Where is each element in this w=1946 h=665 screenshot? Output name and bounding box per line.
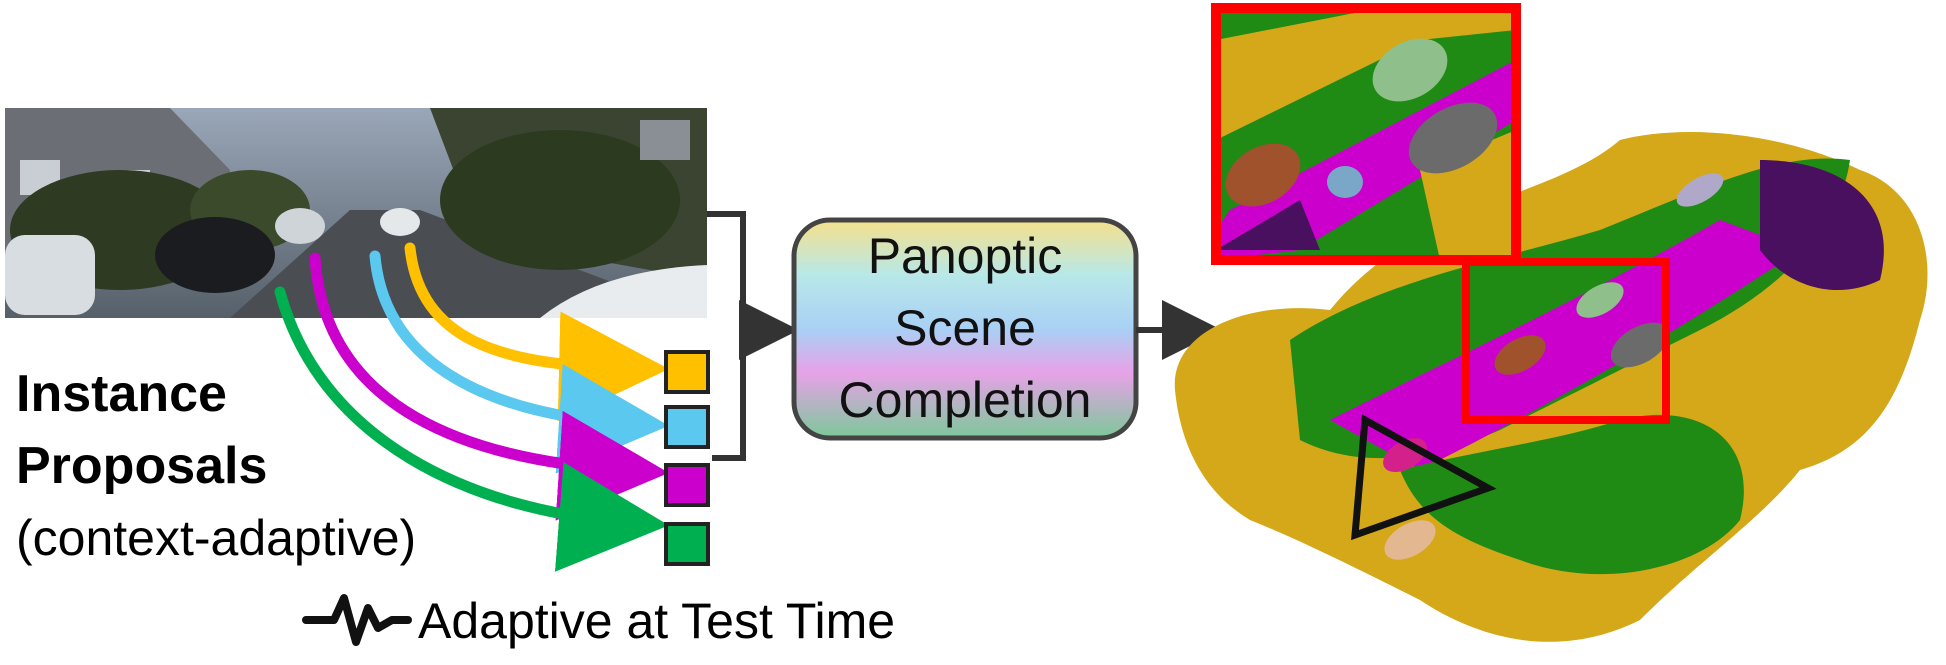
arrow-green (274, 286, 669, 572)
voxel-scene (1174, 131, 1928, 642)
proposal-square-blue (664, 405, 710, 449)
scene-highlight-box (1462, 258, 1670, 424)
zoom-inset-frame (1211, 3, 1521, 265)
proposal-square-magenta (664, 463, 710, 507)
legend-text: Adaptive at Test Time (418, 593, 896, 649)
panoptic-scene-completion-label: Panoptic Scene Completion (792, 220, 1138, 436)
box-line-1: Panoptic (867, 228, 1063, 284)
proposals-label: Proposals (16, 437, 268, 495)
proposal-square-green (664, 522, 710, 566)
box-line-3: Completion (838, 372, 1092, 428)
street-photo (5, 108, 707, 318)
box-line-2: Scene (894, 300, 1036, 356)
instance-label: Instance (16, 365, 227, 423)
zoom-inset (1211, 3, 1521, 265)
context-adaptive-label: (context-adaptive) (16, 510, 417, 566)
proposal-square-yellow (664, 350, 710, 394)
connector-bracket (707, 211, 799, 461)
proposal-squares (664, 350, 710, 566)
proposal-arrows (274, 242, 669, 572)
pulse-waveform-icon (302, 594, 412, 646)
camera-frustum (1351, 414, 1497, 541)
